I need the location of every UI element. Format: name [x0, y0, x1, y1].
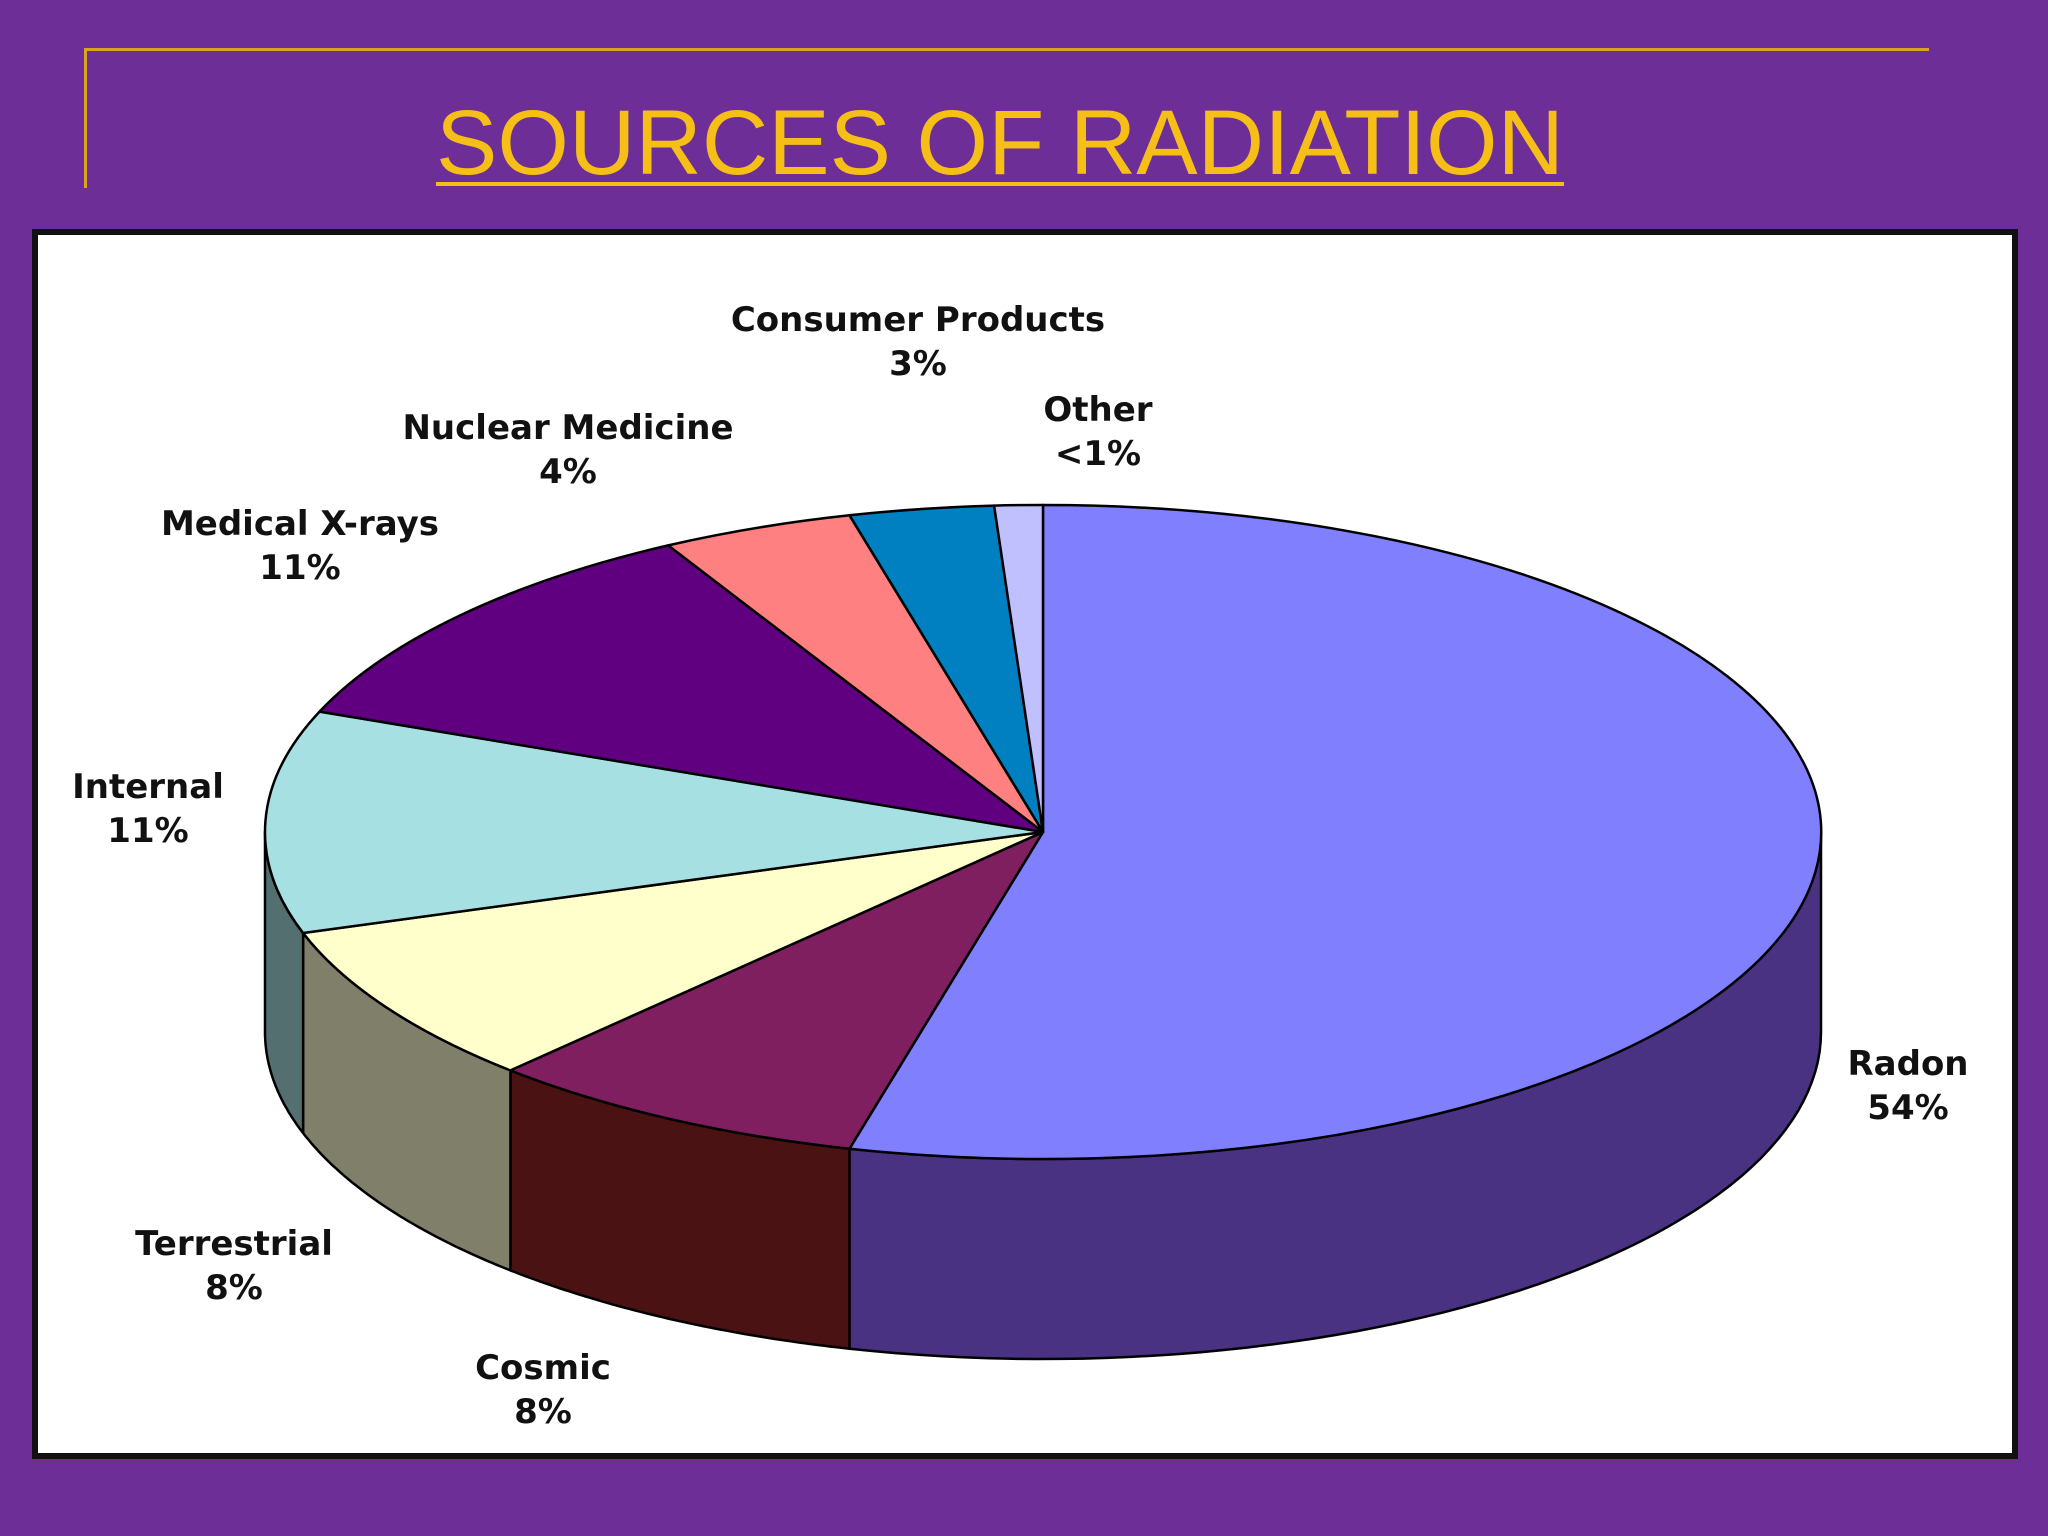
slice-label-terrestrial: Terrestrial — [135, 1224, 333, 1264]
slice-label-radon: Radon — [1847, 1044, 1968, 1084]
pie-slice-nuclear-medicine — [666, 514, 1045, 834]
slice-value-consumer-products: 3% — [889, 344, 947, 384]
pie-side-walls — [263, 830, 1823, 1361]
slice-label-internal: Internal — [72, 767, 224, 807]
title-frame-left-line — [84, 48, 87, 188]
pie-labels: Radon54%Cosmic8%Terrestrial8%Internal11%… — [72, 300, 1968, 1432]
pie-slice-internal — [263, 710, 1045, 935]
slice-value-other: <1% — [1055, 434, 1141, 474]
slice-label-nuclear-medicine: Nuclear Medicine — [402, 408, 733, 448]
pie-slice-cosmic — [509, 830, 1045, 1150]
slice-value-nuclear-medicine: 4% — [539, 452, 597, 492]
slice-label-other: Other — [1043, 390, 1152, 430]
pie-slice-terrestrial — [301, 830, 1045, 1072]
slice-label-consumer-products: Consumer Products — [731, 300, 1105, 340]
pie-slice-medical-x-rays — [318, 544, 1045, 834]
title-frame-top-line — [84, 48, 1929, 51]
slice-label-medical-x-rays: Medical X-rays — [161, 504, 439, 544]
slice-value-medical-x-rays: 11% — [259, 548, 340, 588]
slice-value-terrestrial: 8% — [205, 1268, 263, 1308]
pie-top-faces — [263, 503, 1823, 1161]
pie-slice-other — [992, 503, 1045, 834]
slice-label-cosmic: Cosmic — [475, 1348, 611, 1388]
slice-value-radon: 54% — [1867, 1088, 1948, 1128]
slice-value-internal: 11% — [107, 811, 188, 851]
chart-panel: Radon 54% Cosmic 8% Terrestrial 8% Internal 11%… — [32, 229, 2018, 1459]
pie-slice-radon — [848, 503, 1823, 1161]
slide-title: SOURCES OF RADIATION — [436, 92, 1564, 194]
slice-value-cosmic: 8% — [514, 1392, 572, 1432]
pie-chart: Radon54%Cosmic8%Terrestrial8%Internal11%… — [72, 300, 1968, 1432]
